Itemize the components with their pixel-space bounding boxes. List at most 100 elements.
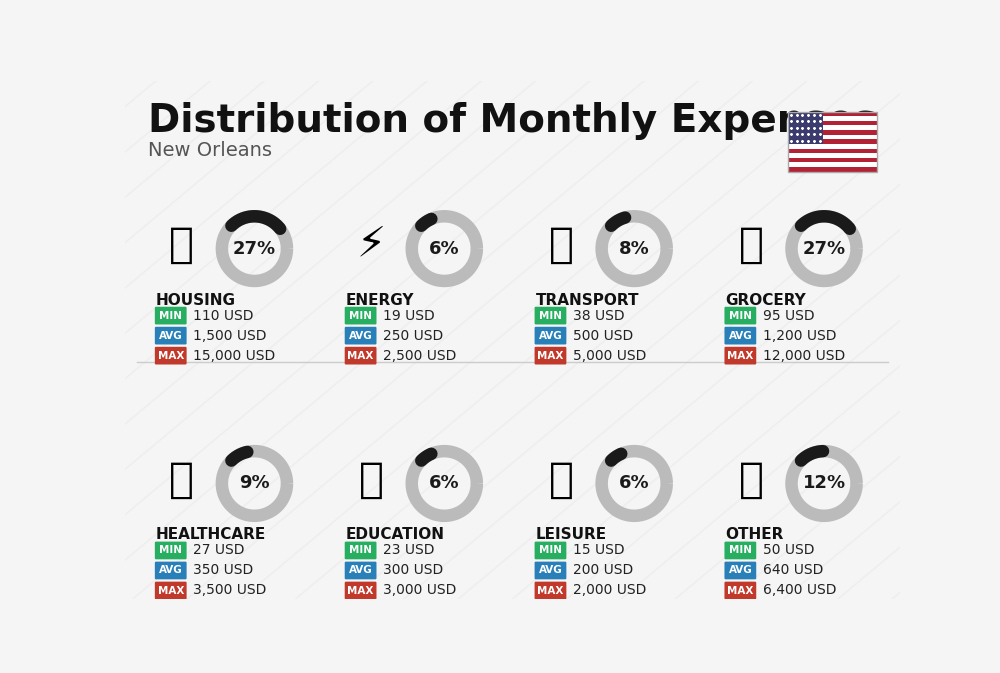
Text: MAX: MAX bbox=[347, 586, 374, 596]
Text: 6%: 6% bbox=[619, 474, 649, 493]
Text: 2,000 USD: 2,000 USD bbox=[573, 583, 646, 598]
FancyBboxPatch shape bbox=[788, 144, 877, 149]
Text: MAX: MAX bbox=[537, 586, 564, 596]
Text: 1,200 USD: 1,200 USD bbox=[763, 328, 836, 343]
Text: AVG: AVG bbox=[159, 330, 183, 341]
FancyBboxPatch shape bbox=[345, 562, 376, 579]
Text: AVG: AVG bbox=[539, 330, 562, 341]
FancyBboxPatch shape bbox=[788, 112, 877, 116]
FancyBboxPatch shape bbox=[788, 139, 877, 144]
FancyBboxPatch shape bbox=[345, 327, 376, 345]
FancyBboxPatch shape bbox=[724, 581, 756, 600]
Text: HEALTHCARE: HEALTHCARE bbox=[156, 528, 266, 542]
Text: AVG: AVG bbox=[349, 330, 372, 341]
Text: HOUSING: HOUSING bbox=[156, 293, 236, 308]
Text: 💰: 💰 bbox=[739, 458, 764, 501]
FancyBboxPatch shape bbox=[535, 542, 566, 559]
Text: MAX: MAX bbox=[158, 586, 184, 596]
Text: MAX: MAX bbox=[727, 586, 754, 596]
Text: 6%: 6% bbox=[429, 474, 460, 493]
Text: MIN: MIN bbox=[539, 311, 562, 320]
Text: 38 USD: 38 USD bbox=[573, 309, 625, 322]
Text: GROCERY: GROCERY bbox=[726, 293, 806, 308]
Text: 🏢: 🏢 bbox=[169, 223, 194, 266]
Text: 95 USD: 95 USD bbox=[763, 309, 814, 322]
FancyBboxPatch shape bbox=[788, 120, 877, 125]
FancyBboxPatch shape bbox=[155, 347, 187, 365]
Text: EDUCATION: EDUCATION bbox=[346, 528, 445, 542]
FancyBboxPatch shape bbox=[345, 542, 376, 559]
FancyBboxPatch shape bbox=[724, 307, 756, 324]
Text: 🚌: 🚌 bbox=[549, 223, 574, 266]
Text: 23 USD: 23 USD bbox=[383, 544, 435, 557]
FancyBboxPatch shape bbox=[155, 542, 187, 559]
Text: MIN: MIN bbox=[349, 311, 372, 320]
FancyBboxPatch shape bbox=[724, 542, 756, 559]
FancyBboxPatch shape bbox=[788, 149, 877, 153]
FancyBboxPatch shape bbox=[788, 130, 877, 135]
FancyBboxPatch shape bbox=[155, 327, 187, 345]
FancyBboxPatch shape bbox=[535, 581, 566, 600]
FancyBboxPatch shape bbox=[345, 347, 376, 365]
Text: 110 USD: 110 USD bbox=[193, 309, 254, 322]
Text: 12%: 12% bbox=[802, 474, 846, 493]
Text: MAX: MAX bbox=[347, 351, 374, 361]
FancyBboxPatch shape bbox=[155, 581, 187, 600]
Text: 15,000 USD: 15,000 USD bbox=[193, 349, 275, 363]
Text: 350 USD: 350 USD bbox=[193, 563, 253, 577]
Text: 500 USD: 500 USD bbox=[573, 328, 633, 343]
Text: MAX: MAX bbox=[727, 351, 754, 361]
FancyBboxPatch shape bbox=[724, 327, 756, 345]
FancyBboxPatch shape bbox=[535, 562, 566, 579]
Text: AVG: AVG bbox=[728, 330, 752, 341]
Text: OTHER: OTHER bbox=[726, 528, 784, 542]
Text: AVG: AVG bbox=[728, 565, 752, 575]
Text: Distribution of Monthly Expenses: Distribution of Monthly Expenses bbox=[148, 102, 877, 140]
FancyBboxPatch shape bbox=[535, 347, 566, 365]
FancyBboxPatch shape bbox=[724, 562, 756, 579]
Text: 50 USD: 50 USD bbox=[763, 544, 814, 557]
FancyBboxPatch shape bbox=[345, 307, 376, 324]
Text: 250 USD: 250 USD bbox=[383, 328, 443, 343]
Text: ⚡: ⚡ bbox=[357, 223, 386, 266]
Text: 300 USD: 300 USD bbox=[383, 563, 443, 577]
Text: MIN: MIN bbox=[729, 311, 752, 320]
Text: MAX: MAX bbox=[158, 351, 184, 361]
Text: New Orleans: New Orleans bbox=[148, 141, 272, 160]
FancyBboxPatch shape bbox=[155, 562, 187, 579]
Text: 3,500 USD: 3,500 USD bbox=[193, 583, 267, 598]
Text: AVG: AVG bbox=[159, 565, 183, 575]
Text: 🎓: 🎓 bbox=[359, 458, 384, 501]
Text: MAX: MAX bbox=[537, 351, 564, 361]
Text: 1,500 USD: 1,500 USD bbox=[193, 328, 267, 343]
Text: 12,000 USD: 12,000 USD bbox=[763, 349, 845, 363]
FancyBboxPatch shape bbox=[535, 327, 566, 345]
FancyBboxPatch shape bbox=[345, 581, 376, 600]
Text: LEISURE: LEISURE bbox=[536, 528, 607, 542]
Text: 5,000 USD: 5,000 USD bbox=[573, 349, 646, 363]
Text: AVG: AVG bbox=[349, 565, 372, 575]
FancyBboxPatch shape bbox=[788, 135, 877, 139]
Text: TRANSPORT: TRANSPORT bbox=[536, 293, 639, 308]
Text: 27%: 27% bbox=[802, 240, 846, 258]
Text: 19 USD: 19 USD bbox=[383, 309, 435, 322]
Text: 27 USD: 27 USD bbox=[193, 544, 245, 557]
Text: MIN: MIN bbox=[159, 545, 182, 555]
FancyBboxPatch shape bbox=[535, 307, 566, 324]
Text: 3,000 USD: 3,000 USD bbox=[383, 583, 456, 598]
Text: 15 USD: 15 USD bbox=[573, 544, 625, 557]
FancyBboxPatch shape bbox=[788, 125, 877, 130]
FancyBboxPatch shape bbox=[724, 347, 756, 365]
FancyBboxPatch shape bbox=[788, 116, 877, 120]
Text: MIN: MIN bbox=[159, 311, 182, 320]
Text: AVG: AVG bbox=[539, 565, 562, 575]
Text: 🏥: 🏥 bbox=[169, 458, 194, 501]
Text: 27%: 27% bbox=[233, 240, 276, 258]
FancyBboxPatch shape bbox=[788, 112, 823, 144]
Text: 6,400 USD: 6,400 USD bbox=[763, 583, 836, 598]
Text: ENERGY: ENERGY bbox=[346, 293, 414, 308]
FancyBboxPatch shape bbox=[788, 162, 877, 167]
Text: 640 USD: 640 USD bbox=[763, 563, 823, 577]
FancyBboxPatch shape bbox=[788, 167, 877, 172]
Text: 🛍: 🛍 bbox=[549, 458, 574, 501]
